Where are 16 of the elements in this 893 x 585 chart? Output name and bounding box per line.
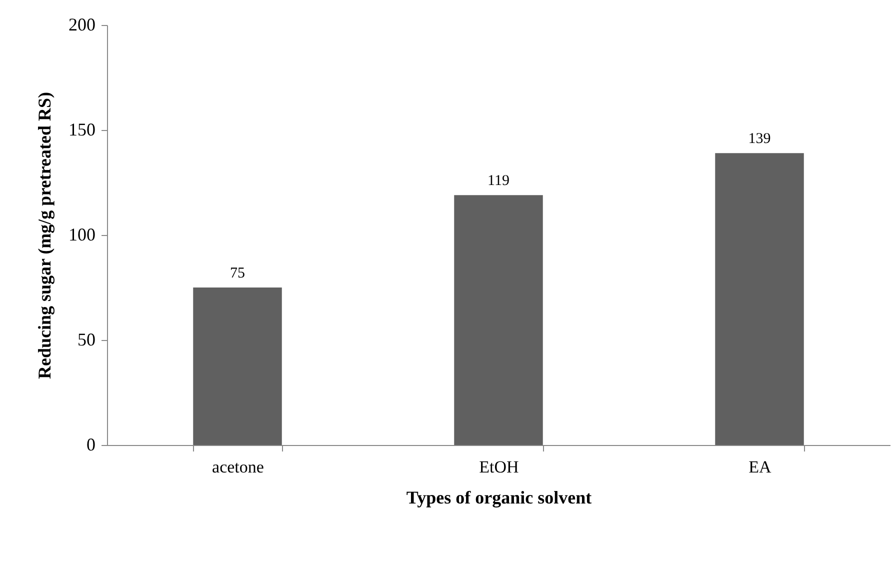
y-tick-label: 100: [68, 224, 96, 244]
y-tick-label: 0: [86, 434, 96, 454]
x-tick-label: EA: [748, 458, 772, 476]
x-tick-label: acetone: [212, 458, 264, 476]
bar: [715, 153, 804, 445]
bar: [454, 195, 543, 445]
data-label: 75: [230, 266, 245, 282]
x-tick-label: EtOH: [479, 458, 519, 476]
y-tick-label: 200: [68, 14, 96, 34]
x-axis-title: Types of organic solvent: [406, 488, 592, 508]
data-label: 139: [748, 131, 771, 148]
y-axis-title: Reducing sugar (mg/g pretreated RS): [34, 92, 54, 379]
y-tick-label: 50: [78, 330, 96, 350]
y-tick-label: 150: [68, 120, 96, 140]
data-label: 119: [488, 173, 510, 190]
bar: [193, 288, 282, 445]
